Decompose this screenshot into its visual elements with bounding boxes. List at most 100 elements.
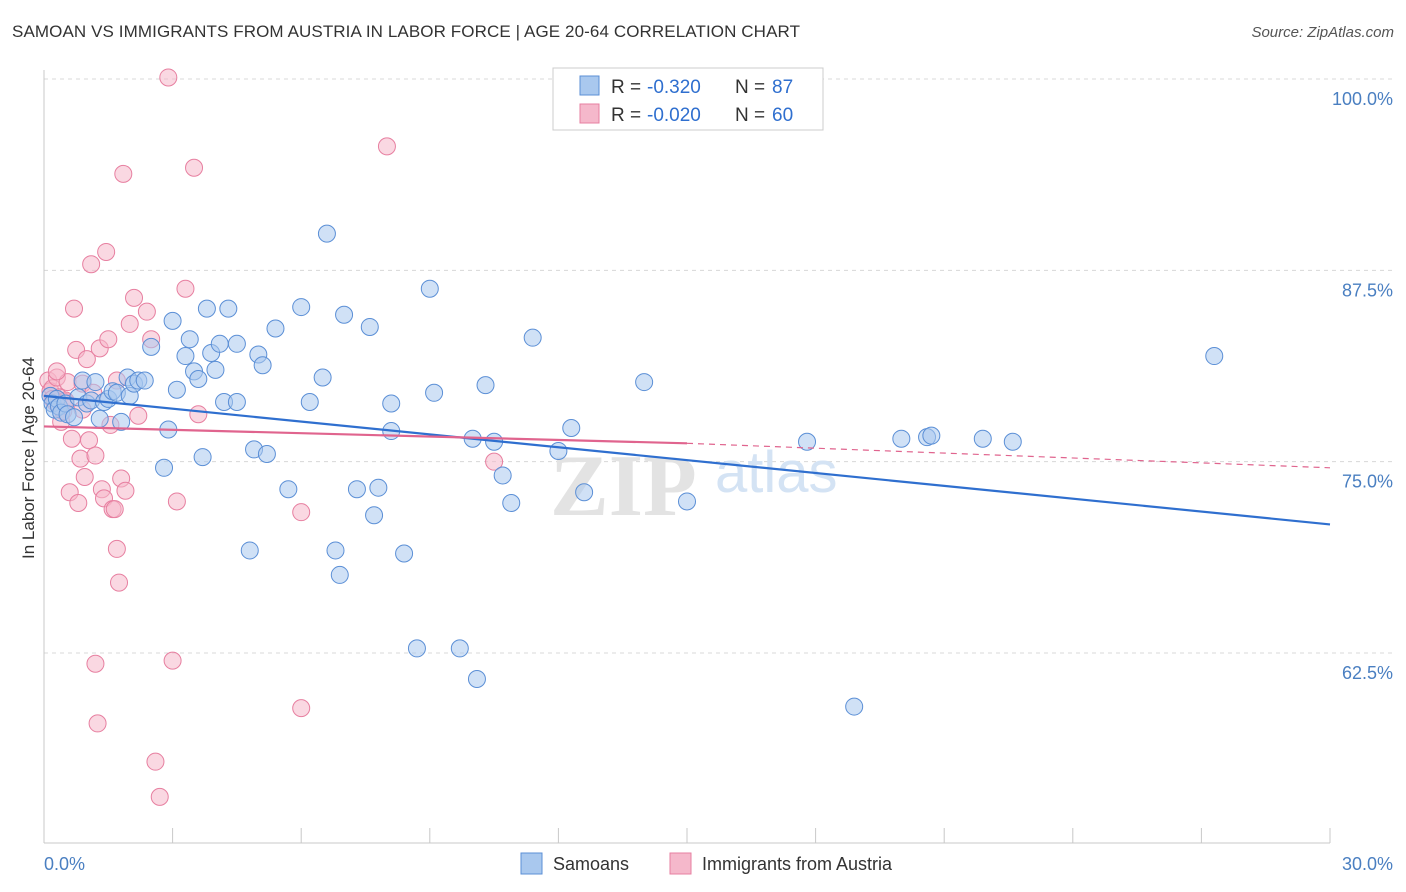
austria-point-31: [107, 539, 126, 558]
y-tick-labels: 100.0% 87.5% 75.0% 62.5%: [1332, 89, 1393, 683]
samoans-point-70: [476, 376, 495, 395]
samoans-point-58: [360, 317, 379, 336]
austria-point-49: [86, 654, 105, 673]
samoans-point-87: [1205, 347, 1224, 366]
legend-r-label-2: R =: [611, 105, 641, 126]
samoans-point-24: [135, 371, 154, 390]
samoans-point-13: [86, 373, 105, 392]
series-legend: Samoans Immigrants from Austria: [520, 852, 893, 875]
samoans-point-40: [219, 299, 238, 318]
austria-point-55: [47, 362, 66, 381]
samoans-point-64: [407, 639, 426, 658]
samoans-point-52: [313, 368, 332, 387]
samoans-point-54: [326, 541, 345, 560]
samoans-point-50: [292, 298, 311, 317]
austria-point-11: [62, 429, 81, 448]
x-tick-label-1: 30.0%: [1342, 854, 1393, 874]
y-tick-label-0: 100.0%: [1332, 89, 1393, 109]
samoans-point-79: [678, 492, 696, 511]
legend-r-value-1: -0.320: [647, 77, 701, 98]
x-ticks: [43, 828, 1331, 843]
austria-point-20: [82, 255, 101, 274]
samoans-point-59: [365, 506, 384, 525]
samoans-point-41: [227, 334, 246, 353]
samoans-point-37: [206, 360, 225, 379]
austria-point-30: [105, 500, 124, 519]
austria-trend-line: [43, 425, 688, 445]
austria-point-38: [129, 406, 148, 425]
series-samoans: [41, 224, 1224, 716]
watermark: ZIP atlas: [550, 438, 838, 535]
samoans-point-25: [142, 337, 161, 356]
samoans-point-60: [369, 478, 388, 497]
austria-point-39: [137, 302, 156, 321]
samoans-point-8: [65, 408, 84, 427]
austria-point-36: [120, 314, 139, 333]
austria-point-22: [86, 446, 105, 465]
samoans-point-42: [227, 392, 246, 411]
austria-point-50: [88, 714, 107, 733]
legend-n-label-1: N =: [735, 77, 765, 98]
x-tick-labels: 0.0% 30.0%: [44, 854, 1393, 874]
austria-point-46: [176, 279, 195, 298]
samoans-point-30: [176, 347, 195, 366]
samoans-point-33: [189, 370, 208, 389]
samoans-point-72: [493, 466, 512, 485]
samoans-trend-line: [43, 394, 1331, 526]
y-tick-label-3: 62.5%: [1342, 663, 1393, 683]
samoans-point-57: [347, 480, 366, 499]
source-credit: Source: ZipAtlas.com: [1251, 24, 1394, 41]
samoans-point-74: [523, 328, 542, 347]
samoans-point-66: [425, 383, 444, 402]
chart-title: SAMOAN VS IMMIGRANTS FROM AUSTRIA IN LAB…: [12, 22, 801, 41]
samoans-point-73: [502, 493, 521, 512]
correlation-legend: R = -0.320 N = 87 R = -0.020 N = 60: [552, 67, 824, 131]
austria-point-32: [110, 573, 129, 592]
samoans-point-14: [90, 409, 109, 428]
samoans-point-28: [163, 311, 182, 330]
austria-point-54: [485, 452, 504, 471]
samoans-point-38: [210, 334, 229, 353]
austria-point-19: [80, 431, 99, 450]
legend-swatch-pink: [579, 103, 600, 124]
samoans-point-63: [395, 544, 414, 563]
legend-n-label-2: N =: [735, 105, 765, 126]
samoans-point-47: [257, 445, 276, 464]
samoans-point-75: [549, 441, 568, 460]
austria-point-14: [69, 493, 88, 512]
y-tick-label-1: 87.5%: [1342, 280, 1393, 300]
samoans-point-85: [973, 429, 992, 448]
austria-point-18: [77, 350, 96, 369]
bottom-legend-label-samoans: Samoans: [553, 854, 629, 874]
y-axis-label: In Labor Force | Age 20-64: [19, 357, 38, 559]
austria-point-34: [114, 164, 133, 183]
samoans-point-55: [330, 565, 349, 584]
austria-point-45: [167, 492, 186, 511]
samoans-point-31: [180, 330, 199, 349]
austria-point-47: [185, 158, 204, 177]
austria-point-27: [99, 330, 118, 349]
samoans-point-67: [450, 639, 469, 658]
y-tick-label-2: 75.0%: [1342, 472, 1393, 492]
legend-n-value-1: 87: [772, 77, 793, 98]
samoans-point-53: [317, 224, 336, 243]
austria-point-52: [292, 699, 311, 718]
legend-n-value-2: 60: [772, 105, 793, 126]
samoans-point-19: [112, 412, 131, 431]
samoans-point-26: [155, 458, 174, 477]
austria-trend-extension: [686, 442, 1331, 469]
austria-point-42: [150, 787, 169, 806]
samoans-point-84: [922, 426, 941, 445]
legend-swatch-blue: [579, 75, 600, 96]
bottom-legend-label-austria: Immigrants from Austria: [702, 854, 893, 874]
samoans-point-76: [562, 418, 581, 437]
legend-r-label-1: R =: [611, 77, 641, 98]
samoans-point-69: [467, 670, 486, 689]
austria-point-43: [159, 68, 178, 87]
austria-point-15: [71, 449, 90, 468]
bottom-legend-swatch-blue: [520, 852, 543, 875]
legend-r-value-2: -0.020: [647, 105, 701, 126]
samoans-point-46: [253, 356, 272, 375]
samoans-point-49: [279, 480, 298, 499]
